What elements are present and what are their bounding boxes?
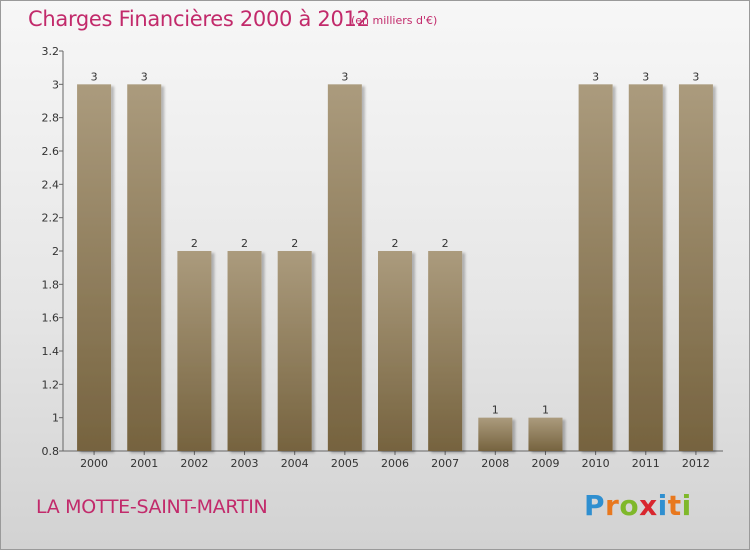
bars (77, 84, 713, 451)
y-tick-label: 2.8 (42, 112, 60, 125)
value-label: 2 (291, 237, 298, 250)
bar (528, 417, 563, 451)
x-tick-label: 2004 (281, 457, 309, 470)
y-tick-label: 3.2 (42, 45, 60, 58)
logo-letter: x (639, 489, 658, 522)
bar (678, 84, 713, 451)
x-tick-label: 2011 (632, 457, 660, 470)
x-tick-label: 2003 (231, 457, 259, 470)
y-tick-label: 0.8 (42, 445, 60, 458)
x-tick-label: 2008 (481, 457, 509, 470)
y-tick-label: 1.6 (42, 312, 60, 325)
chart-subtitle: (en milliers d'€) (351, 14, 438, 27)
logo-letter: i (657, 489, 668, 522)
bar (277, 251, 312, 451)
x-tick-label: 2009 (531, 457, 559, 470)
y-tick-label: 2 (52, 245, 59, 258)
y-tick-label: 1 (52, 412, 59, 425)
x-tick-label: 2006 (381, 457, 409, 470)
y-tick-label: 1.4 (42, 345, 60, 358)
x-tick-label: 2005 (331, 457, 359, 470)
value-label: 3 (91, 70, 98, 83)
bar (478, 417, 513, 451)
bar (628, 84, 663, 451)
bar (227, 251, 262, 451)
y-tick-label: 2.4 (42, 178, 60, 191)
bar (327, 84, 362, 451)
logo-letter: r (605, 489, 620, 522)
logo-letter: t (667, 489, 682, 522)
bar (127, 84, 162, 451)
y-tick-label: 2.2 (42, 212, 60, 225)
value-label: 1 (492, 404, 499, 417)
y-tick-label: 1.8 (42, 278, 60, 291)
value-label: 3 (692, 70, 699, 83)
x-tick-label: 2007 (431, 457, 459, 470)
value-label: 3 (141, 70, 148, 83)
value-label: 2 (241, 237, 248, 250)
logo-letter: o (619, 489, 640, 522)
logo-letter: i (681, 489, 692, 522)
chart-title: Charges Financières 2000 à 2012 (28, 7, 370, 31)
logo-letter: P (584, 489, 606, 522)
bar (428, 251, 463, 451)
x-tick-label: 2010 (582, 457, 610, 470)
proxiti-logo[interactable]: Proxiti (584, 489, 692, 522)
y-tick-label: 3 (52, 78, 59, 91)
value-label: 3 (642, 70, 649, 83)
value-label: 2 (191, 237, 198, 250)
y-tick-label: 2.6 (42, 145, 60, 158)
x-tick-label: 2002 (180, 457, 208, 470)
bar (378, 251, 412, 451)
bar (77, 84, 112, 451)
bar (177, 251, 212, 451)
y-tick-label: 1.2 (42, 378, 60, 391)
value-label: 1 (542, 404, 549, 417)
labels: 0.8 1 1.2 1.4 1.6 1.8 2 2.2 2.4 2.6 2.8 3 3.2 2000 3 20… (42, 45, 710, 470)
value-label: 3 (341, 70, 348, 83)
x-tick-label: 2001 (130, 457, 158, 470)
x-tick-label: 2000 (80, 457, 108, 470)
value-label: 2 (392, 237, 399, 250)
commune-name: LA MOTTE-SAINT-MARTIN (36, 496, 268, 518)
value-label: 3 (592, 70, 599, 83)
bar (578, 84, 613, 451)
x-tick-label: 2012 (682, 457, 710, 470)
value-label: 2 (442, 237, 449, 250)
